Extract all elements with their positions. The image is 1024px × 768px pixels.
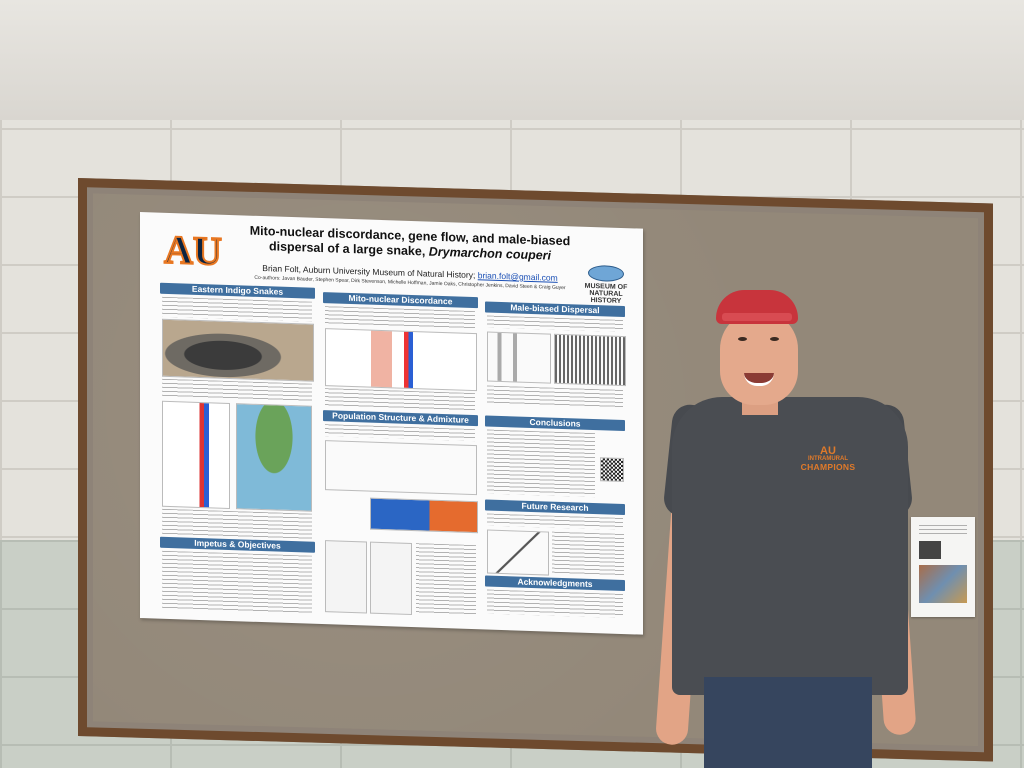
section-future-research: Future Research <box>485 499 625 516</box>
text-block <box>325 388 475 412</box>
flyer-photo-1 <box>919 541 941 559</box>
discordance-figure <box>325 328 477 392</box>
auburn-logo: AU <box>163 226 223 273</box>
smile <box>744 373 774 386</box>
phylogeny-figure <box>162 400 230 509</box>
text-block <box>487 315 623 333</box>
text-block <box>325 306 475 330</box>
section-mito-nuclear: Mito-nuclear Discordance <box>323 292 478 309</box>
left-eye <box>738 337 747 341</box>
shirt-line-1: INTRAMURAL <box>808 456 848 462</box>
text-block <box>487 385 623 409</box>
text-block <box>162 378 312 402</box>
fish-icon <box>588 264 624 283</box>
section-acknowledgments: Acknowledgments <box>485 575 625 592</box>
ceiling <box>0 0 1024 120</box>
structure-barplot <box>370 497 478 534</box>
text-block <box>487 589 623 619</box>
shirt-logo: AU INTRAMURAL CHAMPIONS <box>798 445 858 472</box>
text-block <box>487 513 623 531</box>
text-block <box>552 531 624 577</box>
face <box>720 311 798 405</box>
text-block <box>416 543 476 616</box>
text-block <box>919 525 967 537</box>
population-map-1 <box>325 540 367 614</box>
svg-text:AU: AU <box>164 227 222 273</box>
text-block <box>162 296 312 322</box>
right-eye <box>770 337 779 341</box>
qr-code <box>600 457 624 483</box>
text-block <box>162 508 312 540</box>
author-email: brian.folt@gmail.com <box>477 270 558 283</box>
bulletin-flyer <box>911 517 975 617</box>
section-conclusions: Conclusions <box>485 415 625 432</box>
jeans <box>704 677 872 768</box>
text-block <box>487 429 595 498</box>
section-impetus: Impetus & Objectives <box>160 536 315 553</box>
snake-photo <box>162 318 314 382</box>
section-eastern-indigo: Eastern Indigo Snakes <box>160 282 315 299</box>
population-map-2 <box>370 541 412 616</box>
florida-map <box>236 403 312 512</box>
text-block <box>325 424 475 442</box>
dispersal-bar-chart <box>487 331 551 384</box>
t-shirt <box>672 397 908 695</box>
museum-logo: MUSEUM OF NATURAL HISTORY <box>580 264 632 306</box>
person: AU INTRAMURAL CHAMPIONS <box>650 285 940 768</box>
research-poster: AU Mito-nuclear discordance, gene flow, … <box>140 212 643 635</box>
shirt-line-2: CHAMPIONS <box>800 462 856 472</box>
shirt-au-logo: AU <box>820 445 836 457</box>
structure-k-plot <box>325 440 477 496</box>
poster-title: Mito-nuclear discordance, gene flow, and… <box>240 223 580 264</box>
species-name: Drymarchon couperi <box>428 244 552 263</box>
regression-plot <box>487 529 549 576</box>
flyer-photo-2 <box>919 565 967 603</box>
section-population-structure: Population Structure & Admixture <box>323 410 478 427</box>
dispersal-histogram <box>554 333 626 387</box>
text-block <box>162 550 312 614</box>
cap-band <box>722 313 792 321</box>
